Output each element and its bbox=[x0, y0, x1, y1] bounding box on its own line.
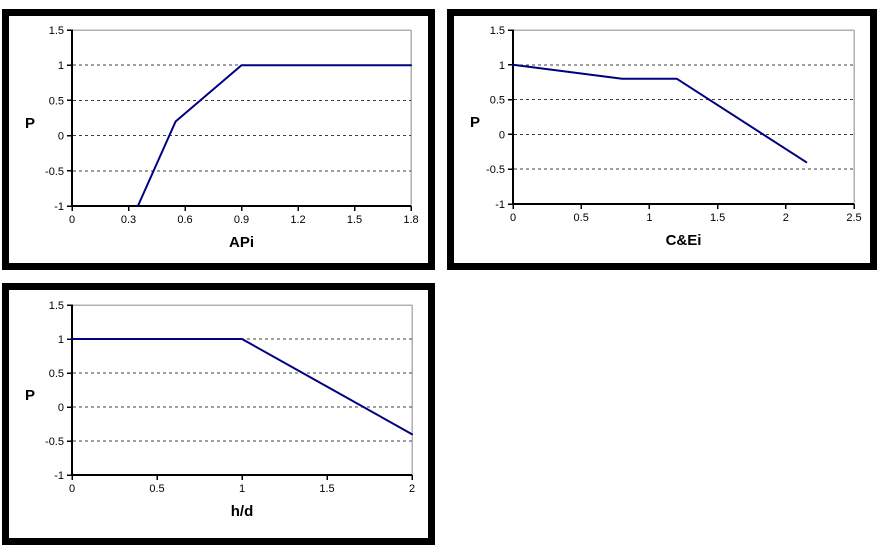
x-tick-label: 0 bbox=[69, 214, 75, 226]
x-tick-label: 2.5 bbox=[846, 212, 861, 224]
y-tick-label: 0.5 bbox=[490, 95, 505, 107]
x-tick-label: 1.2 bbox=[290, 214, 305, 226]
x-tick-label: 0.3 bbox=[121, 214, 136, 226]
y-tick-label: 0 bbox=[58, 131, 64, 143]
x-tick-label: 0.6 bbox=[177, 214, 192, 226]
x-tick-label: 1.5 bbox=[319, 483, 334, 495]
x-tick-label: 0.9 bbox=[234, 214, 249, 226]
y-axis-title: P bbox=[470, 114, 480, 131]
y-tick-label: 1 bbox=[58, 60, 64, 72]
series-line bbox=[136, 64, 412, 207]
y-axis-title: P bbox=[25, 115, 35, 132]
y-tick-label: -1 bbox=[54, 201, 64, 213]
chart-hd-plot: -1 -0.5 0 0.5 1 1.5 0 0.5 1 1.5 2 h/d P bbox=[25, 300, 415, 520]
x-tick-label: 2 bbox=[783, 212, 789, 224]
y-tick-label: 1.5 bbox=[49, 25, 64, 37]
y-tick-label: 0 bbox=[499, 129, 505, 141]
y-tick-label: 1.5 bbox=[490, 25, 505, 37]
x-tick-label: 0.5 bbox=[574, 212, 589, 224]
x-tick-label: 0 bbox=[69, 483, 75, 495]
y-tick-label: -0.5 bbox=[486, 164, 505, 176]
x-axis-title: h/d bbox=[231, 503, 254, 520]
x-tick-label: 1.8 bbox=[403, 214, 418, 226]
chart-hd: -1 -0.5 0 0.5 1 1.5 0 0.5 1 1.5 2 h/d P bbox=[2, 283, 435, 545]
x-tick-label: 0 bbox=[510, 212, 516, 224]
x-tick-label: 1.5 bbox=[710, 212, 725, 224]
x-tick-label: 0.5 bbox=[149, 483, 164, 495]
y-tick-label: -1 bbox=[495, 199, 505, 211]
x-tick-label: 1 bbox=[239, 483, 245, 495]
x-axis-title: C&Ei bbox=[666, 232, 702, 249]
y-tick-label: 0 bbox=[58, 402, 64, 414]
y-tick-label: 0.5 bbox=[49, 368, 64, 380]
x-tick-label: 2 bbox=[409, 483, 415, 495]
series-line bbox=[71, 338, 413, 436]
y-axis-title: P bbox=[25, 387, 35, 404]
chart-api: -1 -0.5 0 0.5 1 1.5 0 0.3 0.6 0.9 1.2 1.5 1.8 APi P bbox=[2, 9, 435, 270]
series-line bbox=[512, 63, 808, 164]
x-axis-title: APi bbox=[229, 234, 254, 251]
x-tick-label: 1 bbox=[646, 212, 652, 224]
chart-cei: -1 -0.5 0 0.5 1 1.5 0 0.5 1 1.5 2 2.5 C&Ei P bbox=[447, 9, 877, 270]
y-tick-label: 1.5 bbox=[49, 300, 64, 312]
chart-api-plot: -1 -0.5 0 0.5 1 1.5 0 0.3 0.6 0.9 1.2 1.5 1.8 APi P bbox=[25, 25, 419, 251]
y-tick-label: 0.5 bbox=[49, 95, 64, 107]
y-tick-label: -0.5 bbox=[45, 436, 64, 448]
chart-cei-plot: -1 -0.5 0 0.5 1 1.5 0 0.5 1 1.5 2 2.5 C&Ei P bbox=[470, 25, 862, 249]
y-tick-label: 1 bbox=[499, 60, 505, 72]
y-tick-label: -1 bbox=[54, 470, 64, 482]
y-tick-label: 1 bbox=[58, 334, 64, 346]
y-tick-label: -0.5 bbox=[45, 166, 64, 178]
x-tick-label: 1.5 bbox=[347, 214, 362, 226]
